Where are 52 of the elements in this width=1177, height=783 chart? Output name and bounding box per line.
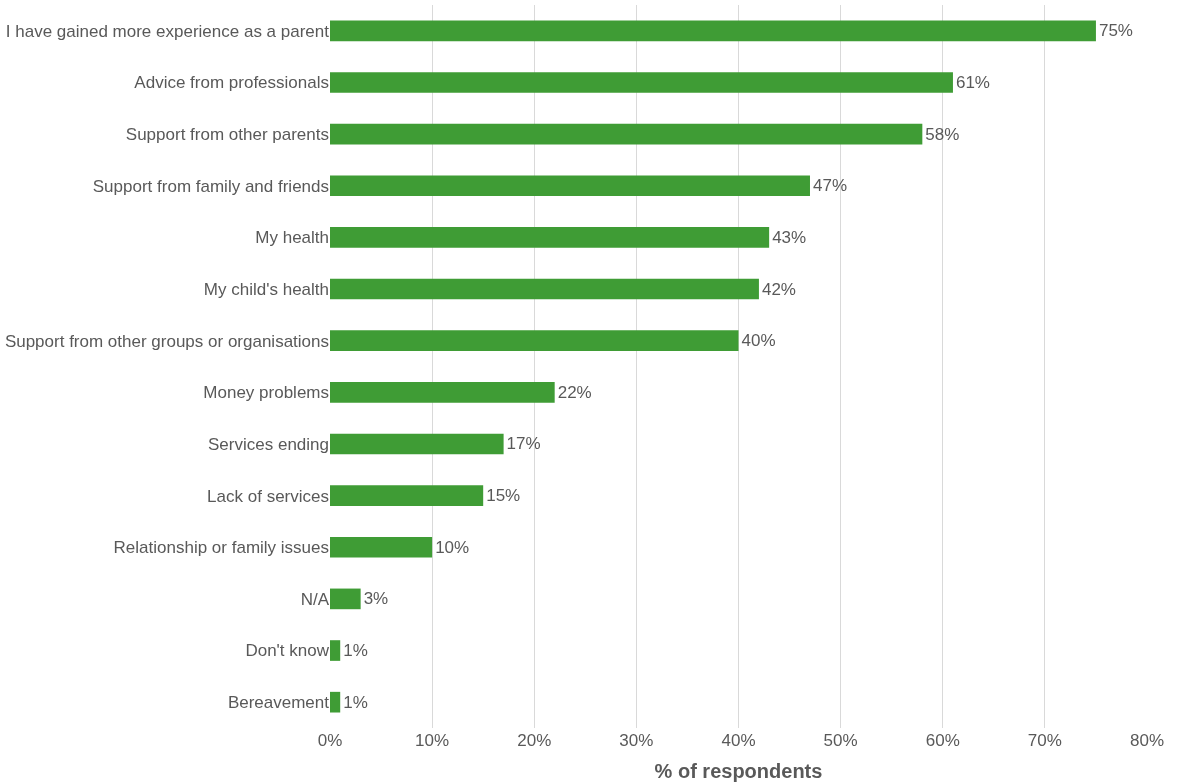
y-tick-label: Lack of services — [207, 486, 329, 506]
data-label: 43% — [772, 227, 807, 247]
bar — [330, 330, 739, 352]
y-tick-label: Relationship or family issues — [113, 538, 329, 558]
x-tick-label: 10% — [415, 731, 450, 750]
bar — [330, 433, 504, 455]
y-tick-label: Money problems — [203, 383, 329, 403]
x-axis-title: % of respondents — [654, 759, 823, 782]
data-label: 47% — [812, 176, 848, 196]
data-label: 40% — [741, 331, 776, 351]
bar — [330, 20, 1096, 42]
y-tick-label: Support from other groups or organisations — [4, 331, 329, 351]
bar — [330, 691, 341, 713]
y-tick-label: I have gained more experience as a parent — [5, 21, 330, 41]
bar — [330, 227, 770, 248]
y-tick-label: Support from other parents — [125, 125, 329, 145]
x-tick-label: 50% — [823, 731, 858, 750]
bar — [330, 72, 953, 93]
y-tick-label: Support from family and friends — [92, 176, 329, 196]
data-label: 61% — [955, 72, 990, 92]
data-label: 1% — [343, 641, 368, 661]
bar — [330, 485, 484, 506]
x-tick-label: 80% — [1129, 731, 1165, 750]
data-label: 1% — [343, 692, 368, 712]
data-label: 75% — [1098, 21, 1133, 41]
data-label: 15% — [486, 486, 521, 506]
data-label: 22% — [557, 382, 592, 402]
y-tick-label: My health — [255, 228, 329, 248]
x-tick-label: 20% — [517, 731, 552, 750]
x-tick-label: 70% — [1027, 731, 1062, 750]
y-tick-label: N/A — [300, 589, 330, 609]
x-tick-label: 30% — [619, 731, 654, 750]
data-label: 42% — [761, 279, 796, 299]
bar — [330, 278, 759, 300]
bar — [330, 640, 341, 661]
bar — [330, 123, 923, 145]
bar — [330, 381, 555, 403]
y-tick-label: My child's health — [203, 279, 329, 299]
x-tick-label: 40% — [721, 731, 756, 750]
y-tick-label: Advice from professionals — [134, 73, 329, 93]
data-label: 10% — [435, 537, 470, 557]
data-label: 17% — [506, 434, 541, 454]
y-tick-label: Services ending — [208, 434, 329, 454]
x-tick-label: 0% — [317, 731, 343, 750]
data-label: 58% — [925, 124, 960, 144]
y-tick-label: Don't know — [245, 641, 330, 661]
y-tick-label: Bereavement — [227, 693, 330, 713]
data-label: 3% — [363, 589, 389, 609]
bar — [330, 536, 433, 558]
bar — [330, 588, 361, 610]
bar — [330, 175, 810, 197]
x-tick-label: 60% — [925, 731, 960, 750]
